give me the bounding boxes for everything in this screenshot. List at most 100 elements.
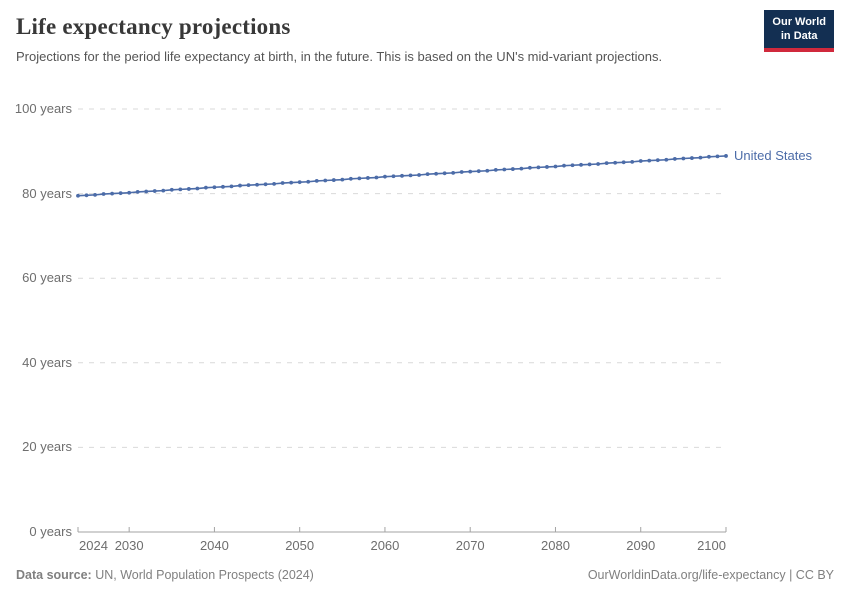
y-tick-label: 0 years [29,524,72,539]
data-point[interactable] [613,160,618,165]
data-point[interactable] [638,159,643,163]
data-point[interactable] [664,157,669,162]
data-point[interactable] [408,173,413,178]
data-point[interactable] [357,176,362,181]
data-point[interactable] [272,181,277,186]
data-point[interactable] [698,155,703,160]
data-point[interactable] [246,183,251,188]
y-tick-label: 100 years [14,101,72,116]
data-point[interactable] [152,189,157,193]
owid-logo-line2: in Data [780,29,818,42]
data-point[interactable] [255,182,259,187]
x-tick-label: 2070 [455,538,485,553]
data-point[interactable] [553,164,558,169]
data-point[interactable] [118,191,123,196]
data-point[interactable] [587,162,592,167]
chart-subtitle: Projections for the period life expectan… [16,49,663,64]
data-point[interactable] [84,193,89,198]
data-point[interactable] [545,165,549,169]
data-point[interactable] [562,163,566,168]
data-point[interactable] [374,175,379,180]
data-point[interactable] [417,173,421,177]
data-point[interactable] [238,183,242,188]
data-point[interactable] [323,178,328,183]
data-point[interactable] [340,177,345,182]
chart-title: Life expectancy projections [16,14,291,39]
data-point[interactable] [434,171,439,176]
data-point[interactable] [203,185,208,190]
data-point[interactable] [570,163,575,168]
data-point[interactable] [689,156,694,160]
data-point[interactable] [493,168,498,172]
data-point[interactable] [178,187,183,192]
plot-area[interactable] [0,0,850,560]
data-point[interactable] [383,174,387,179]
series-end-label[interactable]: United States [734,147,813,163]
x-tick-label: 2080 [541,538,570,553]
x-tick-label: 2040 [199,538,229,553]
data-point[interactable] [93,192,97,197]
data-point[interactable] [365,176,370,180]
data-point[interactable] [348,176,353,181]
data-point[interactable] [391,174,396,179]
x-tick-label: 2050 [285,538,315,553]
data-point[interactable] [519,166,524,171]
data-point[interactable] [306,179,311,184]
data-point[interactable] [127,190,132,195]
data-point[interactable] [647,158,652,163]
owid-logo[interactable]: Our World in Data [764,10,834,52]
data-point[interactable] [110,191,115,196]
data-point[interactable] [169,187,174,192]
data-point[interactable] [314,179,319,183]
x-tick-label: 2090 [626,538,656,553]
owid-logo-line1: Our World [772,16,826,28]
data-point[interactable] [724,154,728,158]
data-point[interactable] [536,165,541,170]
data-point[interactable] [596,162,601,166]
data-point[interactable] [425,172,430,177]
chart-footer: Data source: UN, World Population Prospe… [16,568,834,582]
data-point[interactable] [144,189,149,194]
data-point[interactable] [715,154,720,159]
data-point[interactable] [331,178,336,182]
data-point[interactable] [707,154,711,159]
y-tick-label: 60 years [22,270,72,286]
credit-link[interactable]: OurWorldinData.org/life-expectancy | CC … [587,568,834,582]
data-point[interactable] [476,169,481,174]
data-point[interactable] [621,160,626,165]
data-point[interactable] [655,158,660,163]
data-source: Data source: UN, World Population Prospe… [16,568,314,582]
data-point[interactable] [212,185,217,190]
data-point[interactable] [485,168,490,173]
data-point[interactable] [263,182,268,187]
data-point[interactable] [195,186,200,191]
data-point[interactable] [459,170,464,174]
data-point[interactable] [502,167,507,172]
data-point[interactable] [604,161,609,166]
data-point[interactable] [280,181,285,185]
data-point[interactable] [229,184,234,189]
data-point[interactable] [76,193,80,198]
data-point[interactable] [400,173,404,178]
data-point[interactable] [681,156,686,161]
data-source-value: UN, World Population Prospects (2024) [95,568,314,582]
data-point[interactable] [297,180,302,185]
x-tick-label: 2024 [79,538,108,553]
data-point[interactable] [221,184,225,189]
data-point[interactable] [161,188,166,193]
y-tick-label: 80 years [22,185,72,201]
data-point[interactable] [186,187,191,191]
data-point[interactable] [289,180,294,185]
data-point[interactable] [672,157,677,161]
line-chart[interactable]: 0 years 20 years 40 years 60 years 80 years 1… [0,0,850,560]
data-point[interactable] [527,165,532,170]
data-point[interactable] [468,169,473,174]
data-point[interactable] [135,190,140,194]
data-point[interactable] [630,159,635,164]
data-point[interactable] [510,167,515,171]
data-point[interactable] [101,192,106,196]
data-point[interactable] [442,171,447,176]
data-point[interactable] [579,162,583,167]
data-point[interactable] [451,170,456,175]
